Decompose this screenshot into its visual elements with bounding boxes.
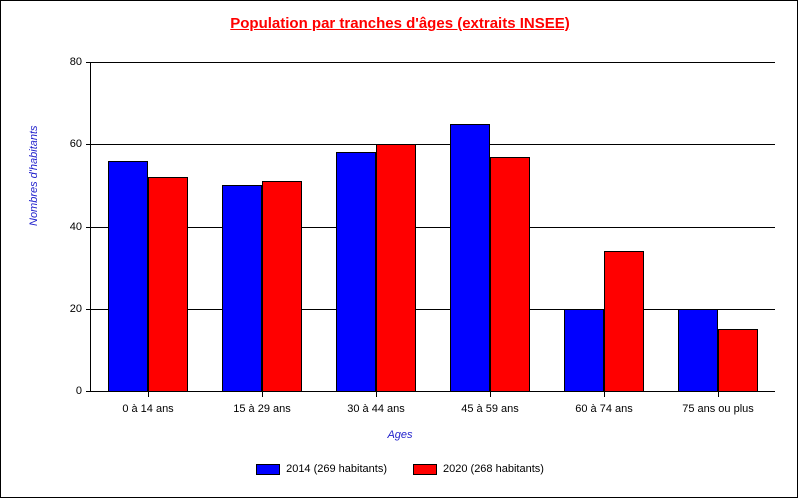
x-tick-mark [262, 391, 263, 397]
y-tick-mark [86, 62, 91, 63]
bar [222, 185, 262, 392]
x-tick-label: 0 à 14 ans [122, 403, 174, 415]
gridline [91, 226, 775, 228]
x-tick-label: 75 ans ou plus [682, 403, 754, 415]
legend-item[interactable]: 2020 (268 habitants) [413, 463, 544, 475]
x-tick-label: 15 à 29 ans [233, 403, 291, 415]
bar [718, 329, 758, 392]
y-tick-label: 60 [69, 138, 82, 151]
legend-swatch [256, 463, 281, 475]
chart-title: Population par tranches d'âges (extraits… [230, 15, 570, 32]
bar [604, 251, 644, 392]
bar [450, 123, 490, 392]
legend-label: 2020 (268 habitants) [443, 463, 544, 475]
x-tick-label: 60 à 74 ans [575, 403, 633, 415]
y-tick-mark [86, 308, 91, 310]
bar [376, 144, 416, 392]
gridline [91, 62, 775, 63]
bar [148, 177, 188, 392]
y-tick-label: 20 [69, 302, 82, 315]
plot-area: 0 20 40 60 80 0 à 14 ans 15 à 29 ans 30 à 44 a… [70, 56, 775, 415]
y-tick-label: 40 [69, 220, 82, 233]
y-tick-mark [86, 144, 91, 146]
x-tick-mark [718, 391, 719, 397]
y-tick-label: 80 [69, 56, 82, 68]
y-tick-mark [86, 391, 91, 392]
x-tick-mark [604, 391, 605, 397]
x-tick-label: 30 à 44 ans [347, 403, 405, 415]
legend-item[interactable]: 2014 (269 habitants) [256, 463, 387, 475]
y-tick-mark [86, 226, 91, 228]
bar [564, 308, 604, 392]
y-axis-title: Nombres d'habitants [28, 125, 40, 226]
bar [108, 160, 148, 392]
x-tick-mark [376, 391, 377, 397]
x-tick-label: 45 à 59 ans [461, 403, 519, 415]
legend-label: 2014 (269 habitants) [286, 463, 387, 475]
x-tick-mark [490, 391, 491, 397]
bar [490, 156, 530, 392]
bar [336, 152, 376, 392]
legend-swatch [413, 463, 437, 475]
bar [678, 308, 718, 392]
chart-legend: 2014 (269 habitants) 2020 (268 habitants) [1, 463, 799, 475]
gridline [91, 308, 775, 310]
x-axis-title: Ages [387, 429, 413, 441]
gridline [91, 144, 775, 146]
y-tick-label: 0 [75, 385, 82, 397]
bar [262, 181, 302, 392]
x-tick-mark [148, 391, 149, 397]
